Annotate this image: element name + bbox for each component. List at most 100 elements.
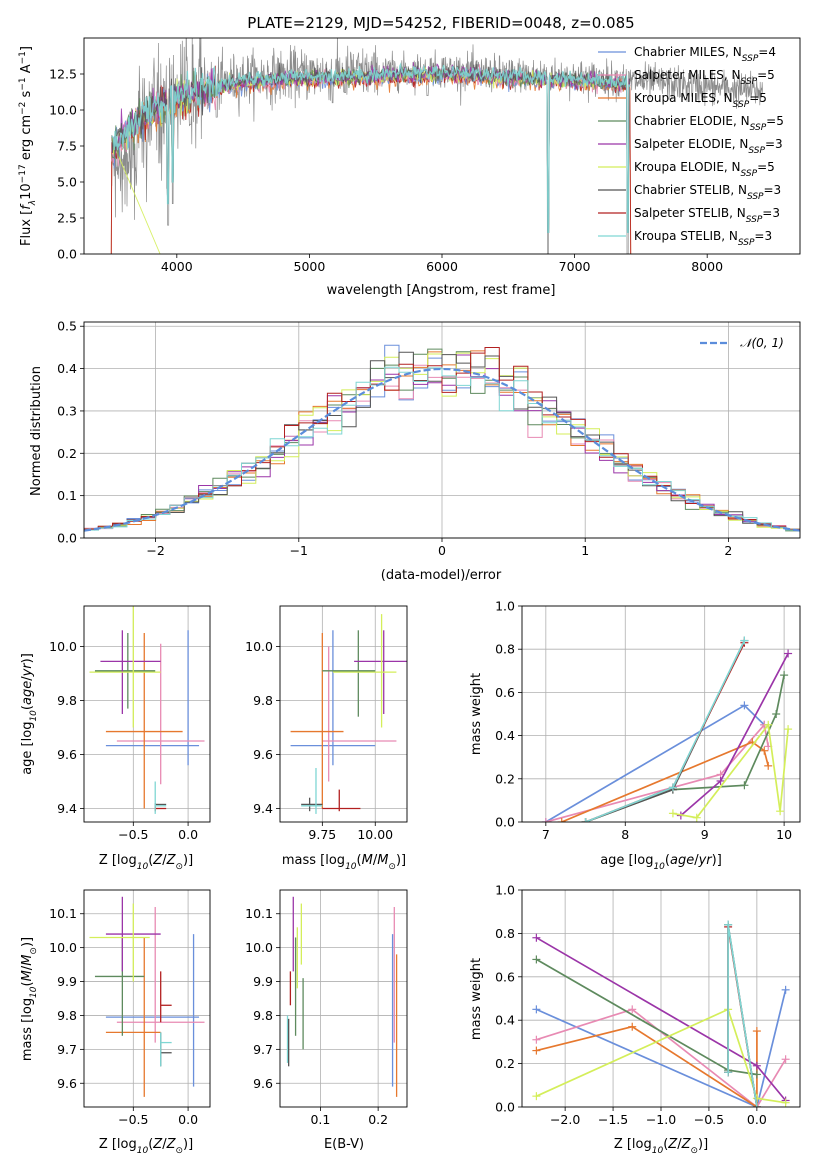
plot-area [290, 614, 407, 814]
y-tick-label: 9.4 [253, 801, 273, 816]
y-tick-label: 10.0 [245, 639, 273, 654]
legend-entry: Salpeter STELIB, NSSP=3 [634, 206, 780, 225]
x-tick-label: 5000 [294, 259, 326, 274]
y-tick-label: 0.8 [495, 642, 515, 657]
errorbar-point [322, 630, 376, 717]
weight-marker [752, 1103, 761, 1107]
x-tick-label: −2.0 [550, 1112, 580, 1127]
x-tick-label: 7000 [559, 259, 591, 274]
y-tick-label: 0.5 [57, 319, 77, 334]
weight-marker [628, 1022, 637, 1031]
legend-entry: Chabrier STELIB, NSSP=3 [634, 183, 781, 202]
y-tick-label: 0.0 [495, 815, 515, 830]
errorbar-point [290, 630, 376, 766]
panel-zmass-xlabel: Z [log10(Z/Z⊙)] [99, 1137, 193, 1156]
y-tick-label: 9.6 [57, 1076, 77, 1091]
errorbar-point [332, 614, 397, 728]
y-tick-label: 10.0 [49, 103, 77, 118]
axes-frame [83, 321, 801, 539]
weight-marker [784, 725, 793, 734]
y-tick-label: 0.4 [495, 728, 515, 743]
legend-entry: Salpeter ELODIE, NSSP=3 [634, 137, 783, 156]
weight-marker [740, 636, 749, 645]
weight-marker [628, 1005, 637, 1014]
weight-marker [692, 813, 701, 822]
errorbar-point [94, 633, 156, 709]
y-tick-label: 10.0 [49, 940, 77, 955]
weight-marker [760, 746, 769, 755]
x-tick-label: 0 [438, 543, 446, 558]
axes-frame [83, 37, 801, 255]
x-tick-label: 10 [776, 827, 792, 842]
x-tick-label: −1.5 [598, 1112, 628, 1127]
gridlines [522, 605, 800, 823]
gridlines [280, 606, 407, 822]
y-tick-label: 9.8 [57, 693, 77, 708]
y-tick-label: 9.6 [253, 747, 273, 762]
legend-entry: Kroupa MILES, NSSP=5 [634, 91, 767, 110]
errorbar-point [89, 903, 150, 982]
weight-series [536, 1008, 786, 1104]
errorbar-point [154, 781, 167, 814]
legend-entry: Salpeter MILES, NSSP=5 [634, 68, 775, 87]
y-tick-label: 0.0 [57, 247, 77, 262]
errorbar-point [322, 646, 397, 782]
x-tick-label: −0.5 [694, 1112, 724, 1127]
errorbar-point [116, 643, 205, 785]
spectrum-xlabel: wavelength [Angstrom, rest frame] [327, 283, 556, 298]
weight-marker [752, 1070, 761, 1079]
weight-marker [772, 710, 781, 718]
weight-marker [752, 1061, 761, 1070]
weight-series [536, 989, 787, 1107]
spectrum-ylabel: Flux [fλ10−17 erg cm−2 s−1 A−1] [18, 46, 38, 246]
x-tick-label: 9 [701, 827, 709, 842]
errorbar-point [105, 630, 200, 766]
residuals-xlabel: (data-model)/error [381, 568, 502, 583]
axes-panel-4: 7 8 9 10 0.0 0.2 0.4 0.6 0.8 1.0 [495, 599, 801, 842]
y-tick-label: 9.7 [57, 1042, 77, 1057]
x-tick-label: 4000 [161, 259, 193, 274]
x-tick-label: 0.0 [747, 1112, 767, 1127]
weight-series [585, 642, 746, 822]
plot-area [89, 896, 205, 1097]
weight-series [545, 722, 770, 822]
weight-series [585, 640, 746, 822]
model-spectrum [111, 62, 631, 233]
x-tick-label: −2 [146, 543, 164, 558]
axes-frame [83, 605, 211, 823]
weight-marker [740, 701, 749, 710]
y-tick-label: 10.0 [49, 639, 77, 654]
plot-area [84, 344, 800, 534]
residual-legend: 𝒩(0, 1) [700, 336, 784, 350]
axes-panel-0: 4000 5000 6000 7000 8000 0.0 2.5 5.0 7.5 10.0 12.5… [49, 37, 801, 274]
weight-marker [532, 1005, 541, 1014]
panel-massage-xlabel: mass [log10(M/M⊙)] [282, 853, 406, 872]
y-tick-label: 1.0 [495, 883, 515, 898]
residual-histogram [84, 366, 800, 534]
legend-entry: Chabrier MILES, NSSP=4 [634, 45, 776, 64]
plot-area [110, 38, 763, 254]
weight-marker [781, 1098, 790, 1107]
weight-marker [740, 781, 749, 790]
plot-area [541, 636, 793, 822]
weight-marker [532, 1035, 541, 1044]
weight-marker [716, 776, 725, 785]
gaussian-curve [84, 367, 800, 532]
errorbar-point [322, 789, 361, 812]
y-tick-label: 9.9 [57, 974, 77, 989]
y-tick-label: 9.8 [253, 693, 273, 708]
y-tick-label: 9.4 [57, 801, 77, 816]
weight-series [672, 722, 789, 819]
errorbar-point [160, 971, 172, 1023]
errorbar-point [105, 937, 161, 1097]
weight-marker [752, 1094, 761, 1103]
y-tick-label: 10.1 [49, 906, 77, 921]
errorbar-point [105, 633, 183, 809]
weight-marker [532, 1092, 541, 1101]
panel-zmass-ylabel: mass [log10(M/M⊙)] [20, 937, 39, 1061]
legend-entry: Chabrier ELODIE, NSSP=5 [634, 114, 784, 133]
axes-panel-3: 9.75 10.00 9.4 9.6 9.8 10.0 [245, 605, 408, 842]
weight-marker [581, 818, 590, 822]
axes-panel-7: −2.0 −1.5 −1.0 −0.5 0.0 0.0 0.2 0.4 0.6 0.8 1.0 [495, 883, 801, 1127]
